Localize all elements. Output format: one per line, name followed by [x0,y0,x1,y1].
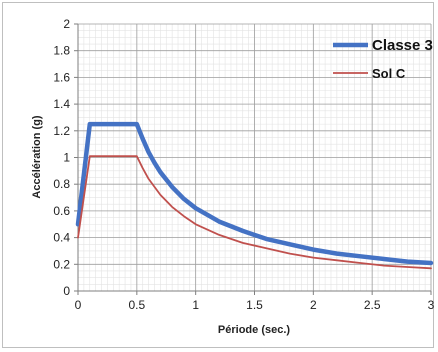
y-tick-label: 0 [63,284,70,298]
y-tick-label: 1.2 [53,124,70,138]
x-tick-label: 1 [192,298,199,312]
y-tick-label: 0.2 [53,257,70,271]
x-axis-ticks: 0 0.5 1 1.5 2 2.5 3 [75,291,435,312]
y-tick-label: 0.4 [53,231,70,245]
y-tick-label: 1 [63,151,70,165]
x-tick-label: 2.5 [364,298,381,312]
y-tick-label: 0.6 [53,204,70,218]
x-tick-label: 0 [75,298,82,312]
y-tick-label: 1.6 [53,70,70,84]
y-tick-label: 2 [63,17,70,31]
x-tick-label: 2 [310,298,317,312]
y-tick-label: 1.8 [53,44,70,58]
x-tick-label: 3 [428,298,435,312]
x-tick-label: 0.5 [128,298,145,312]
y-axis-ticks: 0 0.2 0.4 0.6 0.8 1 1.2 1.4 1.6 1.8 2 [53,17,78,298]
series-line-classe-3 [75,121,434,266]
series-line-sol-c [77,155,432,270]
legend: Classe 3 Sol C [333,37,433,81]
major-gridlines [77,23,432,292]
legend-label-classe-3: Classe 3 [372,37,433,54]
legend-label-sol-c: Sol C [372,66,406,81]
y-axis-label: Accélération (g) [31,115,43,198]
x-tick-label: 1.5 [246,298,263,312]
y-tick-label: 1.4 [53,97,70,111]
series-layer [75,121,434,270]
chart-frame [2,2,434,348]
x-axis-label: Période (sec.) [218,324,290,336]
y-tick-label: 0.8 [53,177,70,191]
